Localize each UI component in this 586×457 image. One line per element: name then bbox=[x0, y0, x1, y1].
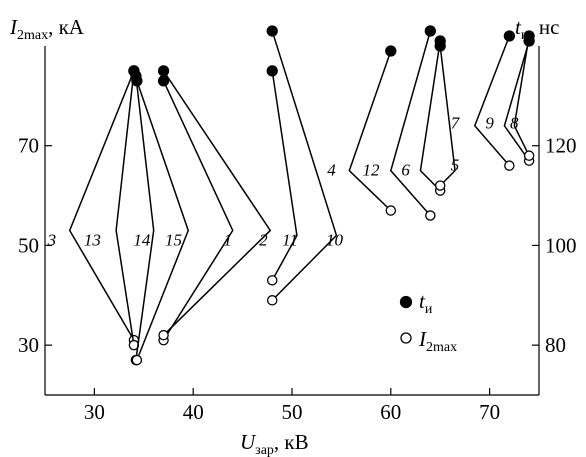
series-connector bbox=[135, 75, 155, 361]
point-i bbox=[385, 205, 397, 216]
series-number-label: 4 bbox=[327, 161, 336, 180]
series-number-label: 13 bbox=[84, 230, 101, 249]
series-number-label: 3 bbox=[47, 230, 57, 249]
series-connector bbox=[513, 35, 530, 157]
x-title-main: U bbox=[240, 430, 257, 454]
series-number-label: 11 bbox=[282, 230, 298, 249]
point-i bbox=[504, 160, 515, 171]
series-connector bbox=[271, 70, 298, 281]
series-number-label: 7 bbox=[451, 113, 461, 132]
series-number-label: 15 bbox=[165, 230, 182, 249]
series-4 bbox=[348, 45, 397, 216]
series-connector bbox=[68, 70, 135, 341]
series-11 bbox=[266, 65, 298, 286]
point-i bbox=[425, 210, 436, 221]
point-i bbox=[266, 295, 278, 306]
legend-open-marker bbox=[400, 332, 412, 344]
series-connector bbox=[439, 45, 456, 187]
legend-item-i: I2max bbox=[418, 327, 457, 355]
series-8 bbox=[513, 30, 535, 161]
series-connector bbox=[503, 40, 530, 162]
y-left-title: I2max, кА bbox=[9, 15, 85, 43]
legend-t-sub: и bbox=[425, 302, 433, 317]
series-number-label: 1 bbox=[224, 230, 233, 249]
labels-layer: 3 13 14 15 1 2 11 104 12 6 57 9 8 bbox=[47, 113, 519, 249]
series-connector bbox=[473, 35, 511, 167]
y-right-tick-label: 120 bbox=[545, 134, 577, 158]
series-connector bbox=[389, 30, 432, 217]
series-10 bbox=[266, 25, 338, 306]
series-number-label: 2 bbox=[259, 230, 268, 249]
series-number-label: 10 bbox=[326, 230, 344, 249]
series-connector bbox=[271, 30, 338, 301]
series-layer bbox=[68, 25, 535, 366]
point-t bbox=[131, 75, 143, 87]
y-right-tick-label: 80 bbox=[545, 333, 566, 357]
series-connector bbox=[348, 50, 392, 212]
series-connector bbox=[115, 70, 135, 346]
series-number-label: 5 bbox=[451, 156, 460, 175]
series-9 bbox=[503, 35, 535, 166]
point-i bbox=[158, 329, 169, 341]
point-t bbox=[424, 25, 436, 37]
legend: tи I2max bbox=[399, 289, 457, 355]
y-right-title: tи, нс bbox=[515, 15, 559, 43]
x-tick-label: 50 bbox=[282, 400, 303, 424]
x-tick-label: 30 bbox=[84, 400, 105, 424]
legend-t-main: t bbox=[419, 289, 426, 313]
x-tick-label: 60 bbox=[380, 400, 401, 424]
x-tick-label: 70 bbox=[479, 400, 500, 424]
point-t bbox=[434, 40, 446, 52]
point-i bbox=[131, 354, 143, 366]
y-right-tick-label: 100 bbox=[545, 233, 577, 257]
series-5 bbox=[434, 40, 456, 191]
series-number-label: 6 bbox=[401, 161, 410, 180]
series-connector bbox=[162, 70, 272, 336]
point-i bbox=[266, 275, 278, 286]
series-number-label: 9 bbox=[485, 113, 494, 132]
legend-item-t: tи bbox=[419, 289, 433, 317]
y-left-tick-label: 70 bbox=[18, 134, 39, 158]
plot-frame bbox=[44, 46, 540, 396]
series-number-label: 8 bbox=[510, 113, 519, 132]
series-7 bbox=[473, 30, 516, 171]
series-15 bbox=[131, 75, 190, 366]
point-t bbox=[266, 65, 278, 77]
y-left-tick-label: 50 bbox=[18, 233, 39, 257]
series-connector bbox=[419, 40, 441, 192]
y-left-title-unit: , кА bbox=[48, 15, 85, 39]
y-right-title-unit: , нс bbox=[528, 15, 559, 39]
y-left-tick-label: 30 bbox=[18, 333, 39, 357]
point-t bbox=[503, 30, 516, 42]
y-right-title-main: t bbox=[515, 15, 522, 39]
x-title-sub: зар bbox=[255, 443, 274, 457]
y-left-title-sub: 2max bbox=[17, 28, 48, 43]
series-2 bbox=[157, 65, 272, 341]
legend-filled-marker bbox=[399, 295, 413, 309]
point-i bbox=[523, 150, 535, 161]
x-title-unit: , кВ bbox=[274, 430, 309, 454]
point-i bbox=[434, 180, 446, 191]
series-connector bbox=[162, 80, 234, 341]
legend-i-sub: 2max bbox=[426, 340, 457, 355]
legend-i-main: I bbox=[418, 327, 427, 351]
point-t bbox=[523, 30, 535, 42]
x-tick-label: 40 bbox=[183, 400, 204, 424]
point-t bbox=[385, 45, 397, 57]
y-right-title-sub: и bbox=[521, 28, 529, 43]
ticks: 30 40 50 60 70 30 50 70 80 100 120 bbox=[18, 134, 577, 424]
series-12 bbox=[389, 25, 436, 221]
series-14 bbox=[130, 70, 155, 366]
point-t bbox=[157, 65, 170, 77]
point-t bbox=[266, 25, 278, 37]
y-left-title-main: I bbox=[9, 15, 18, 39]
x-title: Uзар, кВ bbox=[240, 430, 309, 457]
series-3 bbox=[68, 65, 140, 346]
series-number-label: 12 bbox=[363, 161, 381, 180]
series-connector bbox=[136, 80, 190, 361]
series-number-label: 14 bbox=[133, 230, 151, 249]
